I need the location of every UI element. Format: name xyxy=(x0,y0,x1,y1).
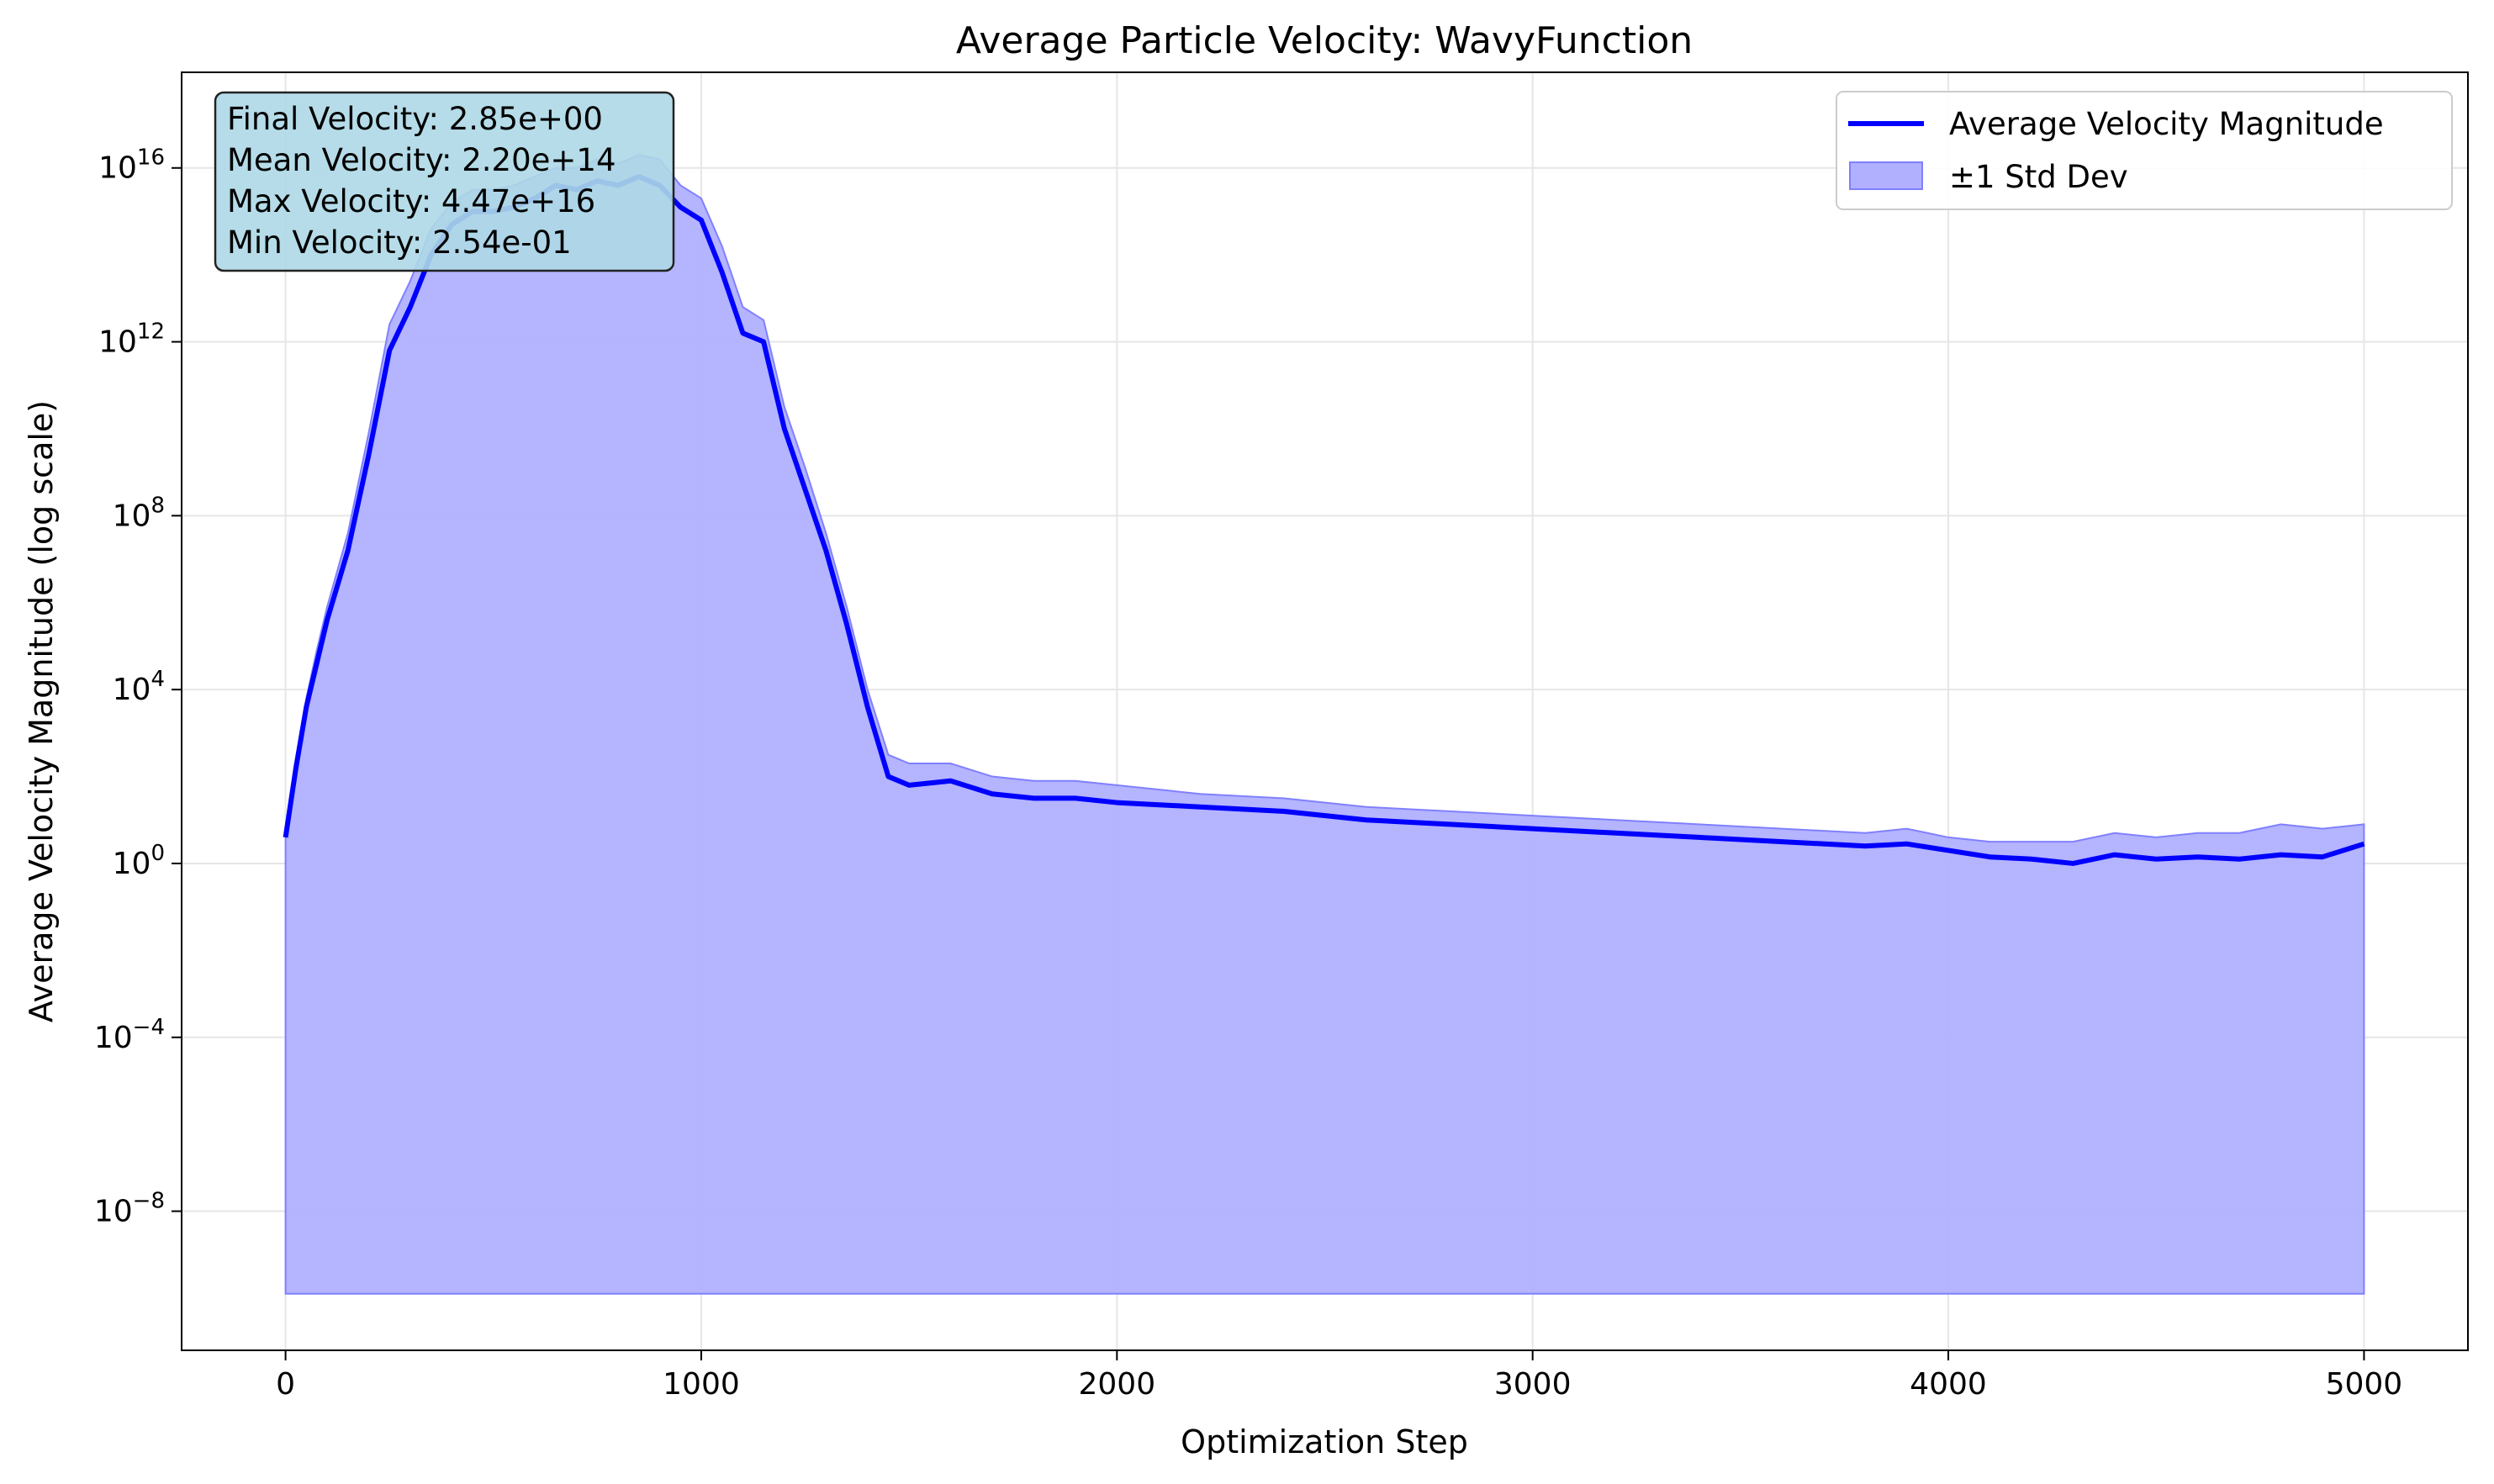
x-tick-label: 3000 xyxy=(1494,1367,1572,1402)
stats-box-background xyxy=(214,91,675,272)
y-axis-title: Average Velocity Magnitude (log scale) xyxy=(23,400,60,1022)
legend: Average Velocity Magnitude ±1 Std Dev xyxy=(1836,91,2453,210)
stats-min-velocity: Min Velocity: 2.54e-01 xyxy=(227,224,572,261)
stats-mean-velocity: Mean Velocity: 2.20e+14 xyxy=(227,142,616,178)
x-tick-label: 1000 xyxy=(663,1367,740,1402)
x-tick-label: 4000 xyxy=(1910,1367,1987,1402)
y-tick-label: 104 xyxy=(113,667,165,707)
legend-box xyxy=(1836,91,2453,210)
y-tick-label: 10−8 xyxy=(94,1189,165,1229)
legend-label-average-velocity: Average Velocity Magnitude xyxy=(1949,106,2384,142)
stats-box: Final Velocity: 2.85e+00 Mean Velocity: … xyxy=(214,91,675,272)
x-tick-label: 5000 xyxy=(2326,1367,2403,1402)
x-tick-label: 0 xyxy=(276,1367,295,1402)
x-tick-label: 2000 xyxy=(1079,1367,1156,1402)
y-tick-label: 100 xyxy=(113,841,165,881)
x-axis-ticks: 0 1000 2000 3000 4000 5000 xyxy=(276,1350,2402,1402)
legend-label-std-dev: ±1 Std Dev xyxy=(1949,159,2128,195)
stats-final-velocity: Final Velocity: 2.85e+00 xyxy=(227,101,603,137)
stats-max-velocity: Max Velocity: 4.47e+16 xyxy=(227,183,595,219)
y-tick-label: 1016 xyxy=(98,145,165,186)
legend-band-swatch xyxy=(1849,161,1923,190)
x-axis-title: Optimization Step xyxy=(1181,1423,1468,1460)
y-tick-label: 10−4 xyxy=(94,1015,165,1055)
y-tick-label: 108 xyxy=(113,493,165,533)
plot-frame xyxy=(181,71,2469,1351)
y-tick-label: 1012 xyxy=(98,320,165,360)
chart-title: Average Particle Velocity: WavyFunction xyxy=(956,19,1693,62)
y-axis-ticks: 1016 1012 108 104 100 10−4 10−8 xyxy=(94,145,182,1229)
